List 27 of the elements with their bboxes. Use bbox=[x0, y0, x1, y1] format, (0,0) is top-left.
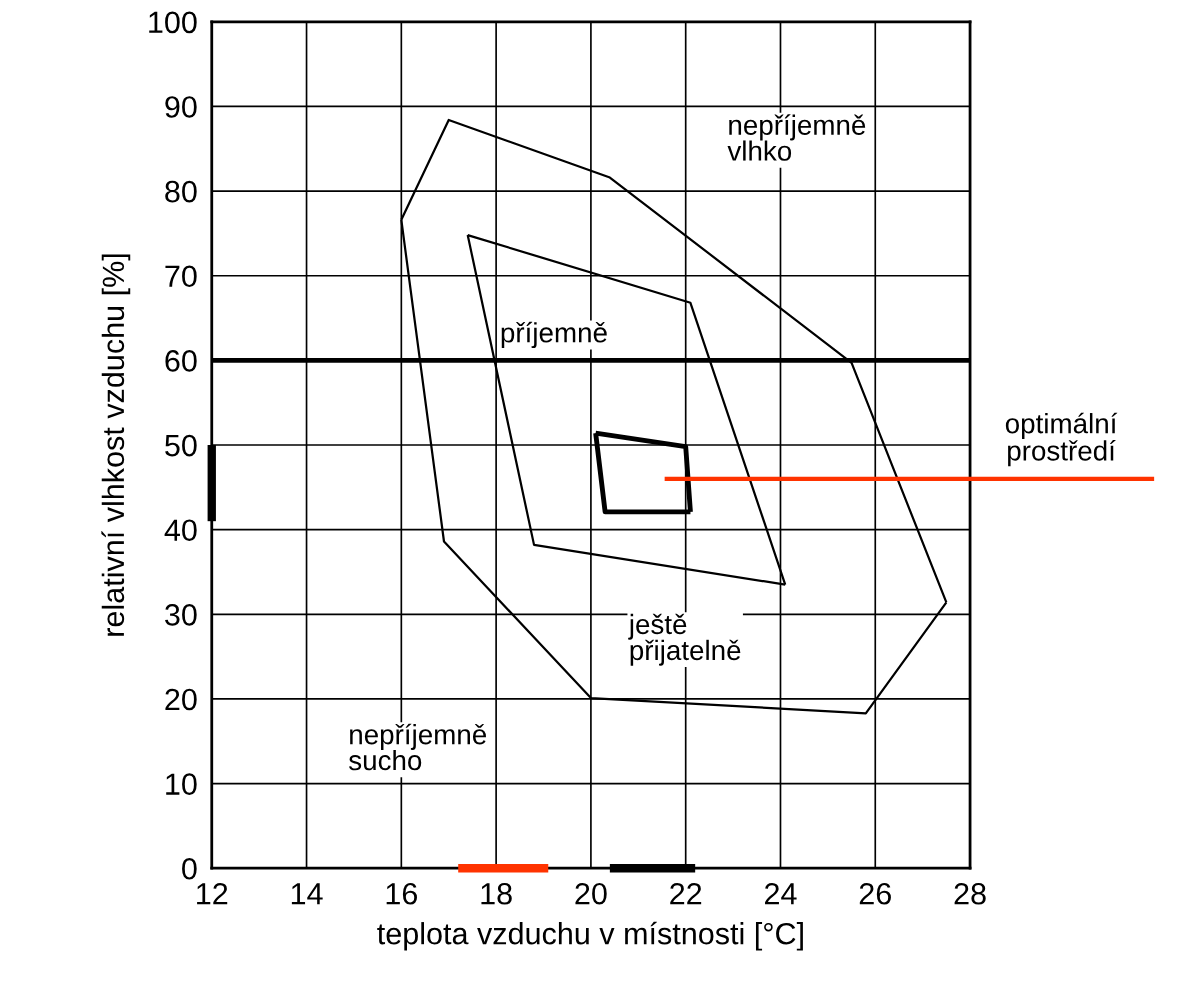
y-tick-label: 30 bbox=[165, 604, 197, 626]
y-tick-label: 100 bbox=[149, 11, 197, 34]
y-tick-label: 20 bbox=[165, 688, 197, 711]
x-tick-label: 14 bbox=[291, 883, 323, 905]
x-tick-label: 22 bbox=[670, 882, 702, 905]
y-tick-label: 90 bbox=[165, 96, 197, 118]
x-tick-label: 16 bbox=[386, 882, 417, 905]
x-tick-label: 18 bbox=[481, 882, 512, 905]
x-tick-label: 20 bbox=[575, 882, 607, 905]
y-tick-label: 40 bbox=[164, 519, 197, 542]
y-tick-label: 10 bbox=[166, 773, 197, 795]
y-tick-label: 80 bbox=[165, 180, 197, 203]
annotation: nepříjemně sucho bbox=[349, 723, 486, 771]
y-tick-label: 60 bbox=[165, 350, 197, 372]
ref-line-label: optimální prostředí bbox=[1005, 412, 1118, 467]
annotation: příjemně bbox=[501, 321, 607, 349]
y-axis-title: relativní vlhkost vzduchu [%] bbox=[101, 254, 131, 636]
x-tick-label: 28 bbox=[954, 882, 986, 905]
y-tick-label: 0 bbox=[182, 857, 197, 880]
annotation: ještě přijatelně bbox=[628, 613, 741, 666]
annotation: nepříjemně vlhko bbox=[727, 114, 866, 161]
x-tick-label: 24 bbox=[765, 882, 797, 905]
x-tick-label: 12 bbox=[197, 882, 228, 905]
y-tick-label: 70 bbox=[165, 265, 197, 288]
x-axis-title: teplota vzduchu v místnosti [°C] bbox=[377, 921, 803, 951]
y-tick-label: 50 bbox=[165, 434, 197, 457]
x-tick-label: 26 bbox=[859, 882, 891, 905]
